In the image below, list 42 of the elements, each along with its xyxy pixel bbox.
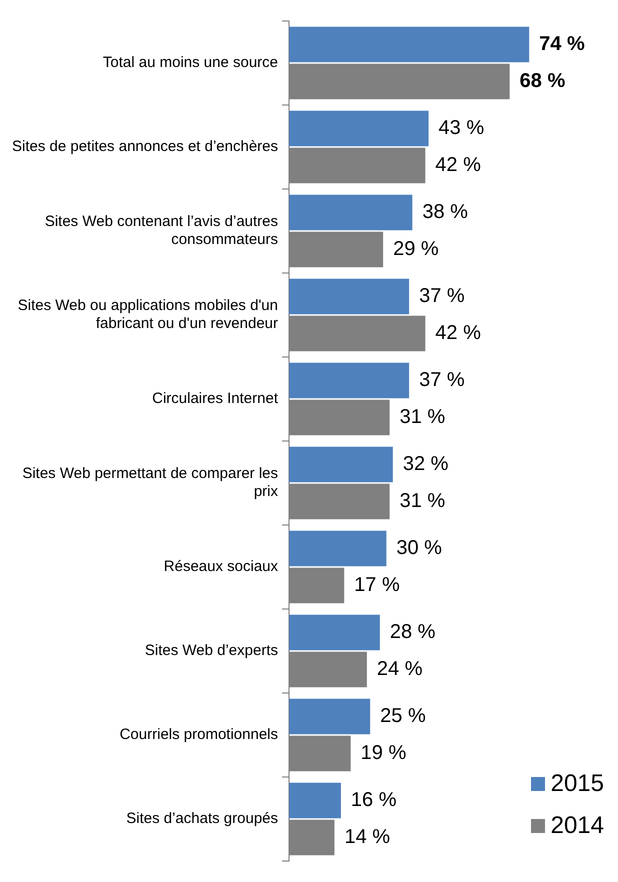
y-tick-label: Courriels promotionnels [120, 726, 278, 744]
data-label: 37 % [419, 369, 465, 392]
y-tick-label: Sites de petites annonces et d’enchères [12, 138, 278, 156]
y-tick-label: Sites Web d’experts [144, 642, 278, 660]
y-tick-label: Réseaux sociaux [164, 558, 278, 576]
bar [289, 26, 530, 62]
data-label: 74 % [539, 33, 585, 56]
data-label: 16 % [350, 789, 397, 812]
y-tick-label: Sites d’achats groupés [126, 810, 278, 828]
data-label: 38 % [422, 201, 468, 224]
data-label: 31 % [400, 406, 446, 428]
data-label: 24 % [376, 658, 423, 680]
bar [289, 362, 410, 398]
data-label: 28 % [390, 621, 436, 644]
data-label: 29 % [393, 238, 439, 260]
bar [289, 194, 412, 230]
bar [289, 446, 393, 482]
legend-label: 2015 [550, 770, 604, 798]
data-label: 37 % [419, 285, 465, 308]
bar [289, 782, 341, 818]
data-label: 68 % [520, 70, 566, 92]
legend-label: 2014 [550, 812, 604, 840]
data-label: 25 % [380, 705, 426, 728]
data-label: 43 % [438, 117, 484, 140]
data-label: 31 % [400, 490, 446, 512]
data-label: 32 % [402, 453, 449, 476]
data-label: 30 % [396, 537, 442, 560]
data-label: 42 % [435, 154, 482, 176]
y-tick-label: Sites Web permettant de comparer les prix [22, 465, 279, 500]
y-tick-label: Sites Web ou applications mobiles d'un fabricant ou d'un revendeur [18, 297, 278, 332]
data-label: 14 % [344, 826, 390, 848]
bar [289, 530, 386, 566]
bar [289, 278, 410, 314]
y-tick-label: Sites Web contenant l’avis d’autres consommateurs [44, 213, 278, 248]
data-label: 19 % [360, 742, 406, 764]
data-label: 42 % [435, 322, 482, 344]
bar [289, 614, 380, 650]
y-tick-label: Total au moins une source [102, 54, 278, 72]
bar [289, 698, 370, 734]
y-tick-label: Circulaires Internet [152, 390, 279, 408]
bar [289, 110, 429, 146]
data-label: 17 % [354, 574, 400, 596]
